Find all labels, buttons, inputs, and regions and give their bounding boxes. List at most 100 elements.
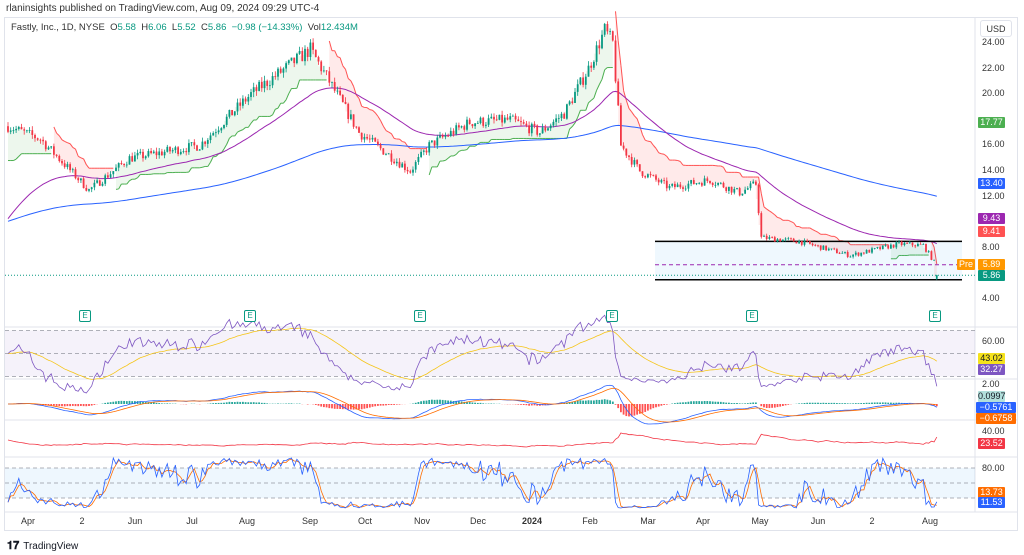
candle	[161, 151, 163, 156]
macd-histogram-bar	[771, 404, 773, 408]
supertrend-fill	[107, 168, 111, 176]
supertrend-fill	[205, 141, 208, 167]
supertrend-up-line	[590, 97, 595, 101]
currency-button[interactable]: USD	[980, 20, 1012, 37]
candle	[871, 248, 873, 253]
macd-histogram-bar	[344, 404, 347, 410]
supertrend-fill	[607, 31, 611, 68]
supertrend-fill	[151, 152, 154, 175]
supertrend-fill	[315, 59, 319, 80]
candle	[382, 148, 385, 155]
supertrend-fill	[904, 243, 908, 256]
supertrend-fill	[707, 165, 710, 183]
candle	[274, 76, 277, 77]
candle	[390, 153, 393, 162]
supertrend-fill	[502, 120, 505, 140]
candle	[730, 186, 733, 193]
symbol-name: Fastly, Inc., 1D, NYSE	[11, 22, 105, 33]
macd-histogram-bar	[317, 404, 320, 406]
macd-histogram-bar	[725, 402, 728, 404]
supertrend-fill	[850, 244, 854, 256]
supertrend-down-line	[760, 193, 765, 207]
macd-histogram-bar	[258, 402, 260, 404]
tradingview-footer[interactable]: 𝟏𝟕 TradingView	[7, 540, 78, 553]
macd-histogram-bar	[88, 404, 90, 406]
macd-histogram-bar	[630, 404, 633, 417]
supertrend-up-line	[188, 167, 193, 173]
earnings-marker[interactable]: E	[414, 310, 426, 322]
macd-histogram-bar	[363, 404, 366, 409]
candle	[36, 138, 39, 140]
macd-histogram-bar	[474, 402, 476, 404]
candle	[611, 31, 614, 41]
earnings-marker[interactable]: E	[746, 310, 758, 322]
macd-histogram-bar	[382, 404, 385, 406]
candle	[101, 183, 104, 186]
supertrend-fill	[124, 164, 127, 185]
supertrend-fill	[170, 150, 173, 173]
candle	[312, 42, 314, 50]
macd-histogram-bar	[884, 402, 887, 404]
supertrend-fill	[161, 153, 165, 174]
candle	[317, 57, 320, 62]
supertrend-fill	[121, 164, 125, 185]
candle	[80, 178, 82, 181]
supertrend-fill	[89, 168, 92, 189]
macd-histogram-bar	[898, 402, 900, 404]
candle	[55, 154, 58, 156]
time-axis-label: 2	[79, 516, 85, 526]
macd-histogram-bar	[665, 404, 668, 405]
candle	[487, 118, 490, 125]
supertrend-down-line	[658, 152, 662, 155]
candle	[9, 130, 12, 132]
supertrend-down-line	[620, 65, 625, 91]
supertrend-fill	[394, 138, 397, 163]
macd-histogram-bar	[576, 400, 579, 404]
supertrend-fill	[194, 147, 197, 168]
candle	[134, 155, 136, 162]
candle	[358, 127, 360, 133]
candle	[252, 87, 255, 93]
supertrend-down-line	[817, 231, 821, 235]
macd-histogram-bar	[606, 399, 609, 404]
candle	[344, 101, 347, 104]
candle	[26, 130, 28, 132]
candle	[895, 242, 898, 248]
candle	[379, 144, 382, 149]
supertrend-up-line	[593, 90, 598, 99]
macd-histogram-bar	[425, 400, 428, 404]
supertrend-fill	[788, 220, 791, 239]
supertrend-fill	[164, 149, 168, 174]
macd-histogram-bar	[360, 404, 363, 410]
macd-histogram-bar	[590, 400, 593, 404]
supertrend-fill	[229, 112, 233, 139]
supertrend-up-line	[601, 69, 606, 80]
supertrend-fill	[691, 165, 694, 183]
supertrend-up-line	[453, 153, 457, 157]
candle	[309, 42, 312, 57]
supertrend-fill	[172, 148, 176, 173]
supertrend-fill	[267, 85, 270, 117]
supertrend-up-line	[199, 166, 203, 169]
earnings-marker[interactable]: E	[606, 310, 618, 322]
macd-histogram-bar	[436, 399, 439, 404]
candle	[174, 147, 177, 151]
candle	[198, 149, 201, 151]
candle	[552, 121, 555, 126]
earnings-marker[interactable]: E	[929, 310, 941, 322]
macd-histogram-bar	[617, 404, 620, 409]
supertrend-up-line	[585, 102, 589, 111]
supertrend-fill	[666, 156, 670, 188]
supertrend-fill	[321, 70, 324, 80]
supertrend-down-line	[53, 126, 58, 134]
candle	[263, 80, 266, 89]
earnings-marker[interactable]: E	[79, 310, 91, 322]
supertrend-up-line	[442, 159, 446, 162]
candle	[541, 127, 544, 134]
macd-histogram-bar	[730, 403, 733, 404]
supertrend-fill	[631, 111, 635, 163]
earnings-marker[interactable]: E	[244, 310, 256, 322]
supertrend-fill	[656, 148, 659, 182]
candle	[811, 243, 814, 246]
